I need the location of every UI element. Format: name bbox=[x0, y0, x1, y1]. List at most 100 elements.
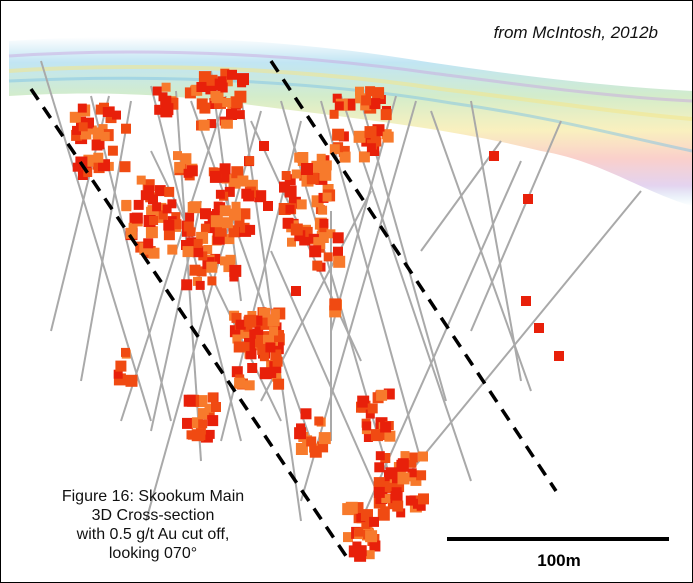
grade-block bbox=[128, 222, 138, 232]
grade-block bbox=[107, 145, 118, 156]
grade-block bbox=[333, 255, 346, 268]
grade-block bbox=[259, 141, 269, 151]
grade-block bbox=[521, 296, 531, 306]
grade-block bbox=[72, 125, 81, 135]
grade-block bbox=[231, 312, 242, 323]
caption-line-2: 3D Cross-section bbox=[91, 507, 215, 524]
grade-block bbox=[228, 225, 241, 238]
grade-block bbox=[210, 253, 221, 264]
grade-block bbox=[316, 153, 326, 163]
grade-block bbox=[209, 170, 222, 183]
grade-block bbox=[162, 204, 172, 214]
grade-block bbox=[225, 254, 236, 265]
grade-block bbox=[186, 227, 196, 237]
grade-block bbox=[372, 137, 382, 147]
grade-block bbox=[196, 266, 207, 277]
grade-block bbox=[198, 119, 210, 131]
grade-block bbox=[354, 549, 367, 562]
grade-block bbox=[314, 416, 324, 426]
grade-block bbox=[400, 451, 410, 461]
grade-block bbox=[163, 229, 175, 241]
grade-block bbox=[326, 229, 336, 239]
grade-block bbox=[219, 205, 231, 217]
drill-trace bbox=[410, 190, 642, 472]
grade-block bbox=[343, 532, 353, 543]
grade-block bbox=[221, 217, 233, 229]
grade-block bbox=[200, 223, 210, 233]
grade-block bbox=[231, 166, 244, 179]
grade-block bbox=[361, 509, 373, 522]
grade-block bbox=[71, 129, 83, 141]
grade-block bbox=[227, 69, 237, 80]
grade-block bbox=[285, 204, 295, 214]
grade-block bbox=[164, 186, 175, 197]
grade-block bbox=[390, 491, 403, 504]
grade-block bbox=[279, 181, 290, 193]
grade-block bbox=[250, 337, 261, 348]
grade-block bbox=[119, 161, 131, 173]
grade-block bbox=[290, 223, 303, 236]
grade-block bbox=[203, 408, 215, 420]
grade-block bbox=[364, 126, 377, 139]
grade-block bbox=[196, 82, 207, 92]
grade-block bbox=[489, 151, 499, 161]
grade-block bbox=[125, 227, 137, 239]
drill-trace bbox=[150, 85, 242, 442]
caption-line-1: Figure 16: Skookum Main bbox=[61, 488, 245, 505]
grade-block bbox=[206, 261, 218, 273]
scale-bar-label: 100m bbox=[537, 551, 581, 570]
grade-block bbox=[121, 347, 130, 357]
grade-block bbox=[380, 109, 392, 121]
grade-block bbox=[270, 309, 280, 319]
grade-block bbox=[197, 408, 209, 420]
grade-block bbox=[380, 421, 392, 433]
grade-block bbox=[373, 477, 385, 489]
grade-block bbox=[207, 119, 217, 129]
grade-block bbox=[297, 152, 309, 163]
grade-block bbox=[381, 494, 391, 504]
grade-block bbox=[357, 395, 370, 408]
grade-block bbox=[224, 186, 235, 197]
grade-block bbox=[321, 160, 332, 171]
grade-block bbox=[254, 190, 267, 203]
grade-block bbox=[365, 530, 378, 543]
grade-block bbox=[115, 360, 127, 372]
grade-block bbox=[534, 323, 544, 333]
grade-block bbox=[345, 501, 358, 514]
zone-outline-dashed bbox=[29, 88, 348, 557]
grade-block bbox=[174, 161, 186, 173]
grade-block bbox=[323, 252, 333, 262]
grade-block bbox=[272, 372, 282, 382]
grade-block bbox=[195, 280, 205, 290]
drill-trace bbox=[120, 95, 227, 422]
grade-block bbox=[300, 408, 312, 420]
grade-block bbox=[121, 199, 132, 210]
grade-block bbox=[309, 445, 322, 458]
grade-block bbox=[284, 185, 297, 198]
grade-block bbox=[397, 472, 410, 485]
grade-block bbox=[405, 495, 416, 506]
grade-block bbox=[361, 95, 372, 106]
grade-block bbox=[235, 319, 246, 330]
grade-block bbox=[353, 130, 366, 143]
grade-block bbox=[185, 212, 195, 222]
grade-block bbox=[206, 74, 218, 86]
grade-block bbox=[95, 104, 106, 115]
drill-trace bbox=[270, 250, 382, 502]
grade-block bbox=[219, 163, 231, 175]
grade-block bbox=[105, 112, 117, 124]
grade-block bbox=[207, 415, 219, 427]
grade-block bbox=[241, 188, 252, 199]
grade-block bbox=[369, 540, 381, 552]
grade-block bbox=[237, 78, 247, 88]
grade-block bbox=[133, 199, 144, 210]
grade-block bbox=[329, 144, 340, 155]
grade-block bbox=[273, 378, 285, 390]
grade-block bbox=[265, 342, 276, 353]
grade-block bbox=[267, 314, 280, 327]
grade-block bbox=[245, 348, 257, 360]
grade-block bbox=[167, 199, 177, 209]
grade-block bbox=[207, 276, 217, 286]
grade-block bbox=[239, 222, 250, 233]
grade-block bbox=[287, 237, 296, 247]
